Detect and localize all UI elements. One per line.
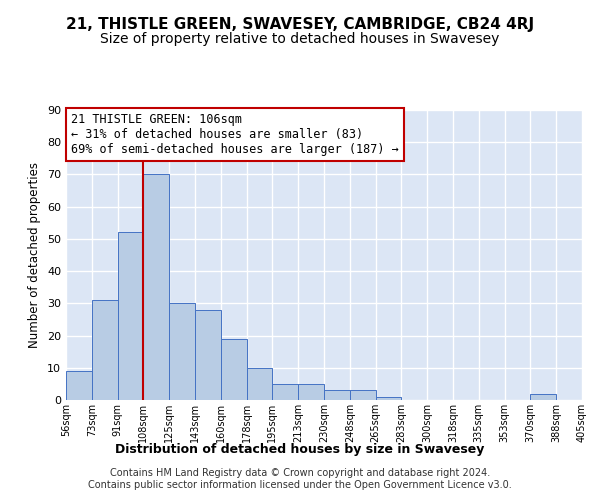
Bar — [92, 300, 118, 400]
Bar — [66, 371, 92, 400]
Text: 21 THISTLE GREEN: 106sqm
← 31% of detached houses are smaller (83)
69% of semi-d: 21 THISTLE GREEN: 106sqm ← 31% of detach… — [71, 113, 399, 156]
Text: Contains HM Land Registry data © Crown copyright and database right 2024.
Contai: Contains HM Land Registry data © Crown c… — [88, 468, 512, 490]
Text: 21, THISTLE GREEN, SWAVESEY, CAMBRIDGE, CB24 4RJ: 21, THISTLE GREEN, SWAVESEY, CAMBRIDGE, … — [66, 18, 534, 32]
Bar — [376, 397, 401, 400]
Y-axis label: Number of detached properties: Number of detached properties — [28, 162, 41, 348]
Bar — [169, 304, 195, 400]
Text: Distribution of detached houses by size in Swavesey: Distribution of detached houses by size … — [115, 442, 485, 456]
Bar — [350, 390, 376, 400]
Bar — [324, 390, 350, 400]
Bar — [221, 339, 247, 400]
Text: Size of property relative to detached houses in Swavesey: Size of property relative to detached ho… — [100, 32, 500, 46]
Bar — [298, 384, 324, 400]
Bar — [143, 174, 169, 400]
Bar — [118, 232, 143, 400]
Bar — [272, 384, 298, 400]
Bar — [195, 310, 221, 400]
Bar — [247, 368, 272, 400]
Bar — [530, 394, 556, 400]
